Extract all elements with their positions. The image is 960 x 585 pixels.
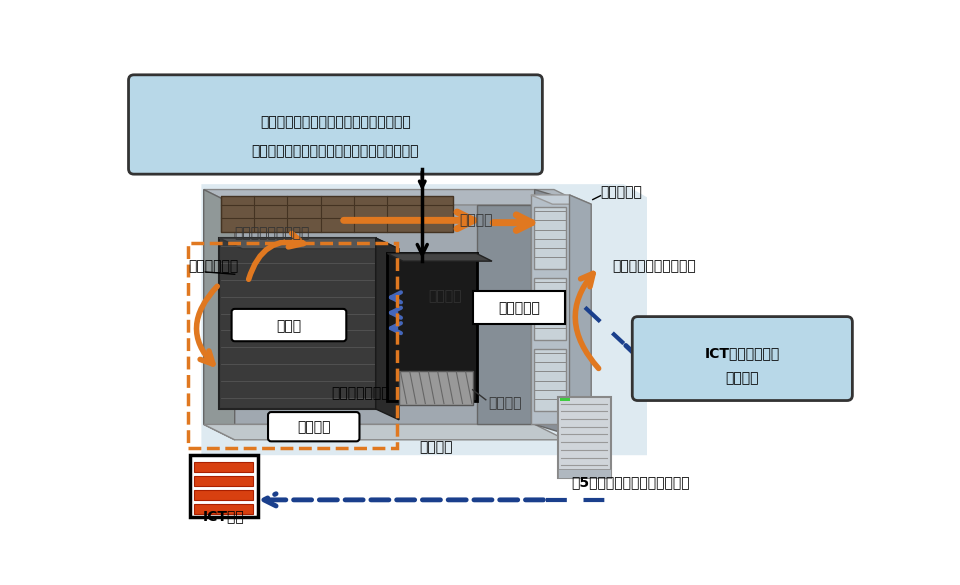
- Polygon shape: [534, 349, 566, 411]
- Text: 間仕切り壁: 間仕切り壁: [601, 185, 642, 199]
- Text: ICT機器と空調の: ICT機器と空調の: [705, 346, 780, 360]
- Text: ホットアイル: ホットアイル: [188, 260, 238, 274]
- Polygon shape: [531, 195, 569, 424]
- Bar: [194, 476, 253, 486]
- Polygon shape: [204, 424, 565, 440]
- Polygon shape: [219, 238, 375, 409]
- Polygon shape: [534, 278, 566, 340]
- Polygon shape: [476, 205, 531, 424]
- FancyBboxPatch shape: [473, 291, 564, 324]
- Text: コールドアイル: コールドアイル: [331, 387, 390, 401]
- Polygon shape: [388, 253, 492, 261]
- Text: ラック吸気温度の均一化とファン動力の削減: ラック吸気温度の均一化とファン動力の削減: [252, 144, 420, 158]
- Polygon shape: [204, 190, 535, 424]
- Text: （還気）: （還気）: [460, 214, 493, 228]
- Polygon shape: [204, 190, 234, 440]
- FancyBboxPatch shape: [268, 412, 359, 441]
- Bar: [558, 469, 611, 479]
- Text: サーバ室への直接給気と整流機構による: サーバ室への直接給気と整流機構による: [260, 116, 411, 129]
- Bar: [558, 397, 611, 479]
- FancyBboxPatch shape: [129, 75, 542, 174]
- Polygon shape: [399, 370, 472, 405]
- Text: 連携制御: 連携制御: [726, 371, 759, 385]
- Polygon shape: [204, 190, 585, 205]
- Text: ICT機器: ICT機器: [203, 509, 245, 523]
- Polygon shape: [219, 238, 399, 249]
- Bar: [194, 490, 253, 500]
- Text: サーバ室: サーバ室: [297, 421, 330, 435]
- Polygon shape: [202, 184, 647, 455]
- Bar: [194, 504, 253, 514]
- Bar: [561, 398, 569, 401]
- Text: 天井レタンチャンバ: 天井レタンチャンバ: [234, 226, 310, 240]
- Bar: [188, 243, 397, 448]
- Text: 壁吹出し: 壁吹出し: [420, 441, 453, 455]
- Text: 空調機械室: 空調機械室: [498, 301, 540, 315]
- Polygon shape: [534, 207, 566, 269]
- Polygon shape: [531, 195, 591, 204]
- Text: 壁吹き出し方式空調機: 壁吹き出し方式空調機: [612, 260, 696, 274]
- Polygon shape: [375, 238, 399, 420]
- Text: （5）統合マネージメント技術: （5）統合マネージメント技術: [571, 475, 689, 489]
- FancyBboxPatch shape: [231, 309, 347, 341]
- Text: 整流機構: 整流機構: [488, 396, 521, 410]
- Polygon shape: [388, 253, 476, 401]
- Text: ラック: ラック: [276, 319, 301, 333]
- FancyBboxPatch shape: [633, 316, 852, 401]
- Polygon shape: [535, 190, 585, 440]
- Polygon shape: [221, 196, 453, 232]
- Bar: [194, 462, 253, 472]
- Text: （給気）: （給気）: [429, 289, 463, 303]
- Bar: [190, 455, 258, 517]
- Polygon shape: [569, 195, 591, 433]
